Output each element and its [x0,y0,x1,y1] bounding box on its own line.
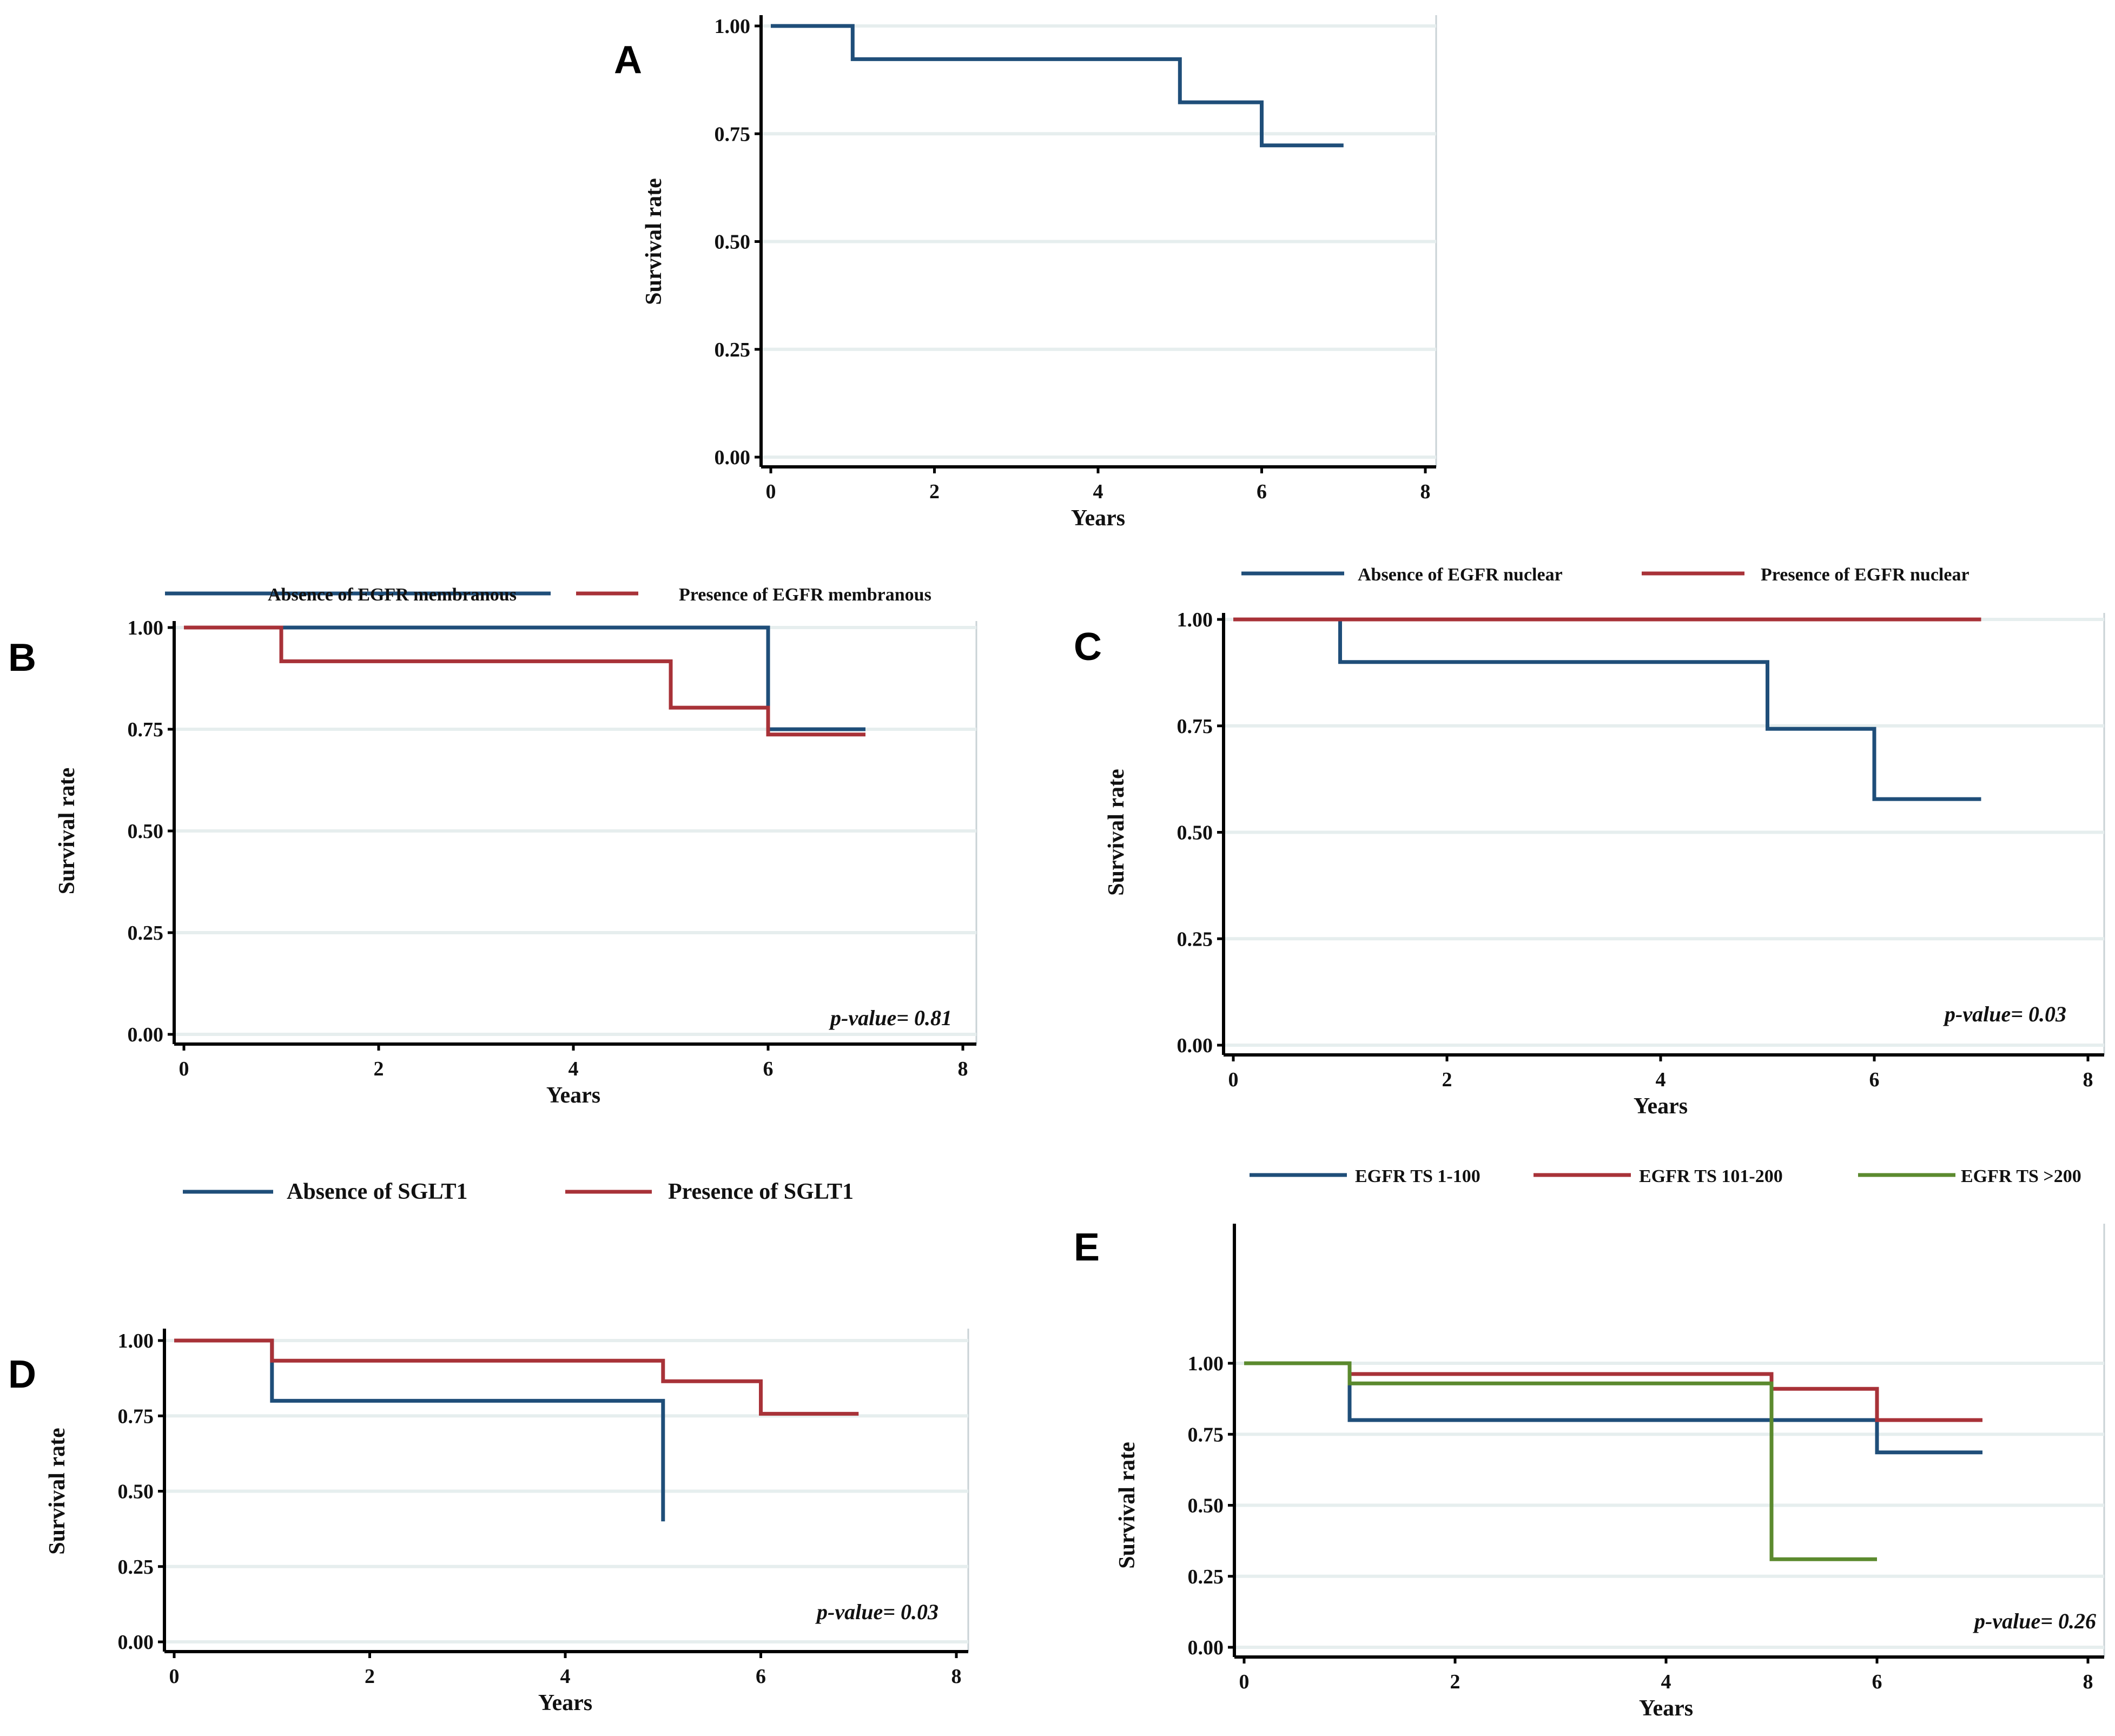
legend-label: Presence of EGFR nuclear [1761,565,1969,585]
y-tick-label: 0.75 [1177,715,1213,738]
y-tick-label: 1.00 [1188,1352,1224,1375]
x-tick-label: 6 [1869,1068,1880,1091]
y-tick-label: 0.25 [715,339,751,361]
panel-letter: A [614,38,642,82]
y-tick-label: 0.25 [1177,928,1213,950]
legend-label: Absence of EGFR nuclear [1358,565,1563,585]
y-axis-label: Survival rate [1104,769,1129,895]
x-tick-label: 4 [560,1665,571,1688]
x-tick-label: 4 [1661,1671,1671,1693]
legend-label: EGFR TS 101-200 [1639,1166,1783,1186]
y-tick-label: 0.25 [128,922,164,945]
chart-panel-e: E 0.00 0.25 0.50 0.75 1.00 0 2 4 6 8 Years Survival … [1074,1166,2105,1721]
x-tick-label: 4 [569,1058,579,1080]
y-tick-label: 1.00 [715,15,751,38]
legend-label: EGFR TS 1-100 [1355,1166,1480,1186]
x-tick-label: 2 [365,1665,375,1688]
legend-label: EGFR TS >200 [1961,1166,2081,1186]
y-tick-label: 0.50 [1188,1495,1224,1517]
panel-letter: D [8,1353,36,1396]
x-axis-label: Years [1639,1696,1693,1721]
chart-panel-a: A 0.00 0.25 0.50 0.75 1.00 0 2 4 6 8 Years Survival … [614,15,1437,531]
x-tick-label: 2 [1442,1068,1452,1091]
series-line-overall [771,24,1344,148]
x-tick-label: 0 [169,1665,180,1688]
y-axis-label: Survival rate [55,768,80,894]
y-tick-label: 0.75 [1188,1423,1224,1446]
x-tick-label: 4 [1093,480,1103,503]
y-tick-label: 1.00 [118,1330,154,1352]
p-value-label: p-value= 0.81 [829,1006,952,1030]
y-tick-label: 0.00 [1177,1034,1213,1057]
x-tick-label: 8 [951,1665,962,1688]
x-tick-label: 6 [1257,480,1267,503]
y-tick-label: 0.50 [118,1481,154,1503]
y-tick-label: 0.00 [1188,1636,1224,1659]
y-tick-label: 0.75 [715,123,751,146]
x-tick-label: 6 [763,1058,774,1080]
y-tick-label: 0.50 [128,820,164,843]
y-tick-label: 0.00 [128,1024,164,1046]
series-line-presence-of-sglt1 [174,1338,859,1416]
legend-label: Presence of SGLT1 [668,1179,854,1204]
y-tick-label: 0.50 [715,231,751,254]
x-tick-label: 2 [929,480,940,503]
chart-panel-d: D 0.00 0.25 0.50 0.75 1.00 0 2 4 6 8 Years Survival … [8,1179,969,1715]
y-axis-label: Survival rate [45,1428,70,1554]
y-tick-label: 1.00 [128,617,164,639]
series-line-absence-of-egfr-nuclear [1233,617,1981,801]
x-tick-label: 2 [374,1058,384,1080]
legend-label: Absence of EGFR membranous [268,585,517,605]
x-tick-label: 0 [1239,1671,1250,1693]
x-tick-label: 0 [179,1058,189,1080]
p-value-label: p-value= 0.26 [1973,1609,2096,1633]
series-line-presence-of-egfr-membranous [184,625,865,737]
y-tick-label: 0.75 [118,1405,154,1428]
series-line-absence-of-egfr-membranous [184,625,865,731]
x-tick-label: 4 [1656,1068,1666,1091]
y-tick-label: 0.25 [1188,1566,1224,1588]
x-tick-label: 8 [958,1058,968,1080]
y-tick-label: 0.75 [128,718,164,741]
x-axis-label: Years [1634,1094,1688,1119]
y-tick-label: 0.00 [715,446,751,469]
x-axis-label: Years [538,1691,592,1715]
x-tick-label: 8 [2083,1671,2093,1693]
y-axis-label: Survival rate [642,178,666,305]
panel-letter: B [8,636,36,679]
x-axis-label: Years [1071,506,1125,531]
panel-letter: E [1074,1226,1100,1269]
legend-label: Presence of EGFR membranous [679,585,931,605]
p-value-label: p-value= 0.03 [815,1600,938,1624]
y-tick-label: 0.25 [118,1556,154,1579]
series-line-egfr-ts-200 [1244,1361,1877,1561]
x-tick-label: 2 [1450,1671,1460,1693]
x-axis-label: Years [546,1083,600,1108]
x-tick-label: 8 [2083,1068,2093,1091]
x-tick-label: 6 [1872,1671,1882,1693]
y-tick-label: 0.00 [118,1631,154,1654]
p-value-label: p-value= 0.03 [1943,1002,2066,1026]
y-tick-label: 1.00 [1177,609,1213,631]
chart-panel-b: B 0.00 0.25 0.50 0.75 1.00 0 2 4 6 8 Years Survival … [8,585,977,1108]
y-axis-label: Survival rate [1115,1442,1140,1568]
panel-letter: C [1074,625,1102,669]
x-tick-label: 8 [1420,480,1431,503]
x-tick-label: 0 [1228,1068,1239,1091]
legend-label: Absence of SGLT1 [287,1179,468,1204]
chart-panel-c: C 0.00 0.25 0.50 0.75 1.00 0 2 4 6 8 Years Survival … [1074,565,2105,1119]
y-tick-label: 0.50 [1177,822,1213,844]
x-tick-label: 0 [766,480,776,503]
x-tick-label: 6 [756,1665,766,1688]
